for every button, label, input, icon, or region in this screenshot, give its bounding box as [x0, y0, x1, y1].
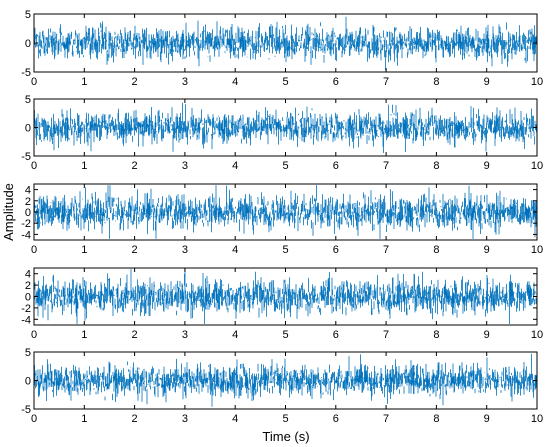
x-tick-label: 7 [383, 244, 389, 256]
x-tick-label: 5 [282, 244, 288, 256]
x-tick-label: 7 [383, 160, 389, 172]
x-tick-label: 6 [333, 244, 339, 256]
y-tick-label: 0 [25, 123, 31, 135]
x-tick-label: 2 [132, 244, 138, 256]
y-tick-label: -5 [21, 151, 31, 163]
signal-trace-4 [34, 269, 537, 324]
x-tick-label: 3 [182, 160, 188, 172]
x-tick-label: 4 [232, 76, 238, 88]
x-tick-label: 5 [282, 413, 288, 425]
x-tick-label: 7 [383, 76, 389, 88]
x-tick-label: 4 [232, 329, 238, 341]
signal-trace-2 [34, 102, 537, 153]
x-tick-label: 2 [132, 329, 138, 341]
x-tick-label: 1 [81, 160, 87, 172]
x-tick-label: 10 [531, 160, 543, 172]
signal-trace-5 [34, 353, 537, 407]
y-tick-label: 5 [25, 9, 31, 21]
x-tick-label: 3 [182, 244, 188, 256]
x-tick-label: 1 [81, 76, 87, 88]
y-tick-label: -4 [21, 229, 31, 241]
y-tick-label: 4 [25, 269, 31, 281]
x-tick-label: 9 [484, 244, 490, 256]
x-tick-label: 0 [31, 329, 37, 341]
x-tick-label: 9 [484, 160, 490, 172]
x-tick-label: 3 [182, 413, 188, 425]
y-tick-label: 5 [25, 347, 31, 359]
y-tick-label: -5 [21, 67, 31, 79]
x-tick-label: 9 [484, 413, 490, 425]
x-tick-label: 1 [81, 329, 87, 341]
x-tick-label: 4 [232, 160, 238, 172]
y-tick-label: 0 [25, 38, 31, 50]
x-tick-label: 2 [132, 413, 138, 425]
x-tick-label: 5 [282, 160, 288, 172]
y-tick-label: 0 [25, 292, 31, 304]
x-tick-label: 8 [433, 76, 439, 88]
y-tick-label: -2 [21, 218, 31, 230]
x-tick-label: 0 [31, 244, 37, 256]
x-tick-label: 2 [132, 160, 138, 172]
y-tick-label: 2 [25, 280, 31, 292]
x-tick-label: 6 [333, 413, 339, 425]
x-tick-label: 4 [232, 244, 238, 256]
y-tick-label: 2 [25, 196, 31, 208]
x-tick-label: 10 [531, 413, 543, 425]
x-tick-label: 8 [433, 413, 439, 425]
x-tick-label: 3 [182, 329, 188, 341]
x-tick-label: 0 [31, 413, 37, 425]
x-tick-label: 10 [531, 244, 543, 256]
x-tick-label: 6 [333, 76, 339, 88]
x-tick-label: 10 [531, 329, 543, 341]
y-tick-label: 0 [25, 376, 31, 388]
x-tick-label: 4 [232, 413, 238, 425]
x-tick-label: 10 [531, 76, 543, 88]
x-tick-label: 8 [433, 160, 439, 172]
x-tick-label: 6 [333, 160, 339, 172]
x-tick-label: 1 [81, 244, 87, 256]
x-tick-label: 5 [282, 76, 288, 88]
y-tick-label: -2 [21, 303, 31, 315]
x-tick-label: 2 [132, 76, 138, 88]
y-tick-label: 4 [25, 185, 31, 197]
x-tick-label: 9 [484, 329, 490, 341]
x-tick-label: 7 [383, 413, 389, 425]
y-tick-label: -4 [21, 314, 31, 326]
x-tick-label: 8 [433, 244, 439, 256]
axes-box-4 [33, 267, 538, 326]
x-tick-label: 7 [383, 329, 389, 341]
signal-trace-3 [34, 185, 537, 239]
x-tick-label: 1 [81, 413, 87, 425]
signal-trace-1 [34, 16, 537, 71]
y-tick-label: 5 [25, 94, 31, 106]
y-tick-label: 0 [25, 207, 31, 219]
x-tick-label: 5 [282, 329, 288, 341]
x-tick-label: 3 [182, 76, 188, 88]
x-axis-label: Time (s) [262, 429, 309, 444]
y-tick-label: -5 [21, 404, 31, 416]
x-tick-label: 0 [31, 76, 37, 88]
y-axis-label: Amplitude [1, 183, 16, 241]
x-tick-label: 8 [433, 329, 439, 341]
x-tick-label: 6 [333, 329, 339, 341]
x-tick-label: 0 [31, 160, 37, 172]
x-tick-label: 9 [484, 76, 490, 88]
